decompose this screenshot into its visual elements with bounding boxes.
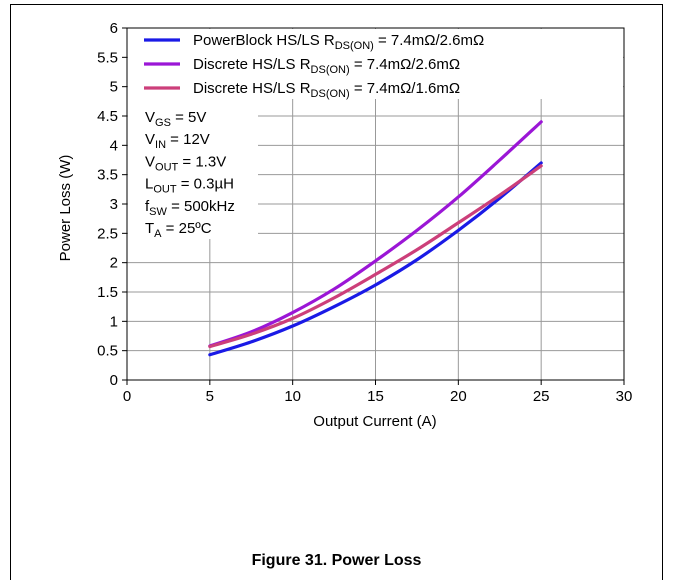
x-tick-label: 15 xyxy=(367,388,384,405)
y-tick-label: 3.5 xyxy=(97,167,118,184)
x-tick-label: 0 xyxy=(123,388,131,405)
y-tick-label: 0 xyxy=(110,372,118,389)
series-line-2 xyxy=(208,120,543,348)
figure-frame xyxy=(10,4,663,580)
y-axis-label: Power Loss (W) xyxy=(57,155,74,262)
x-tick-label: 30 xyxy=(616,388,633,405)
x-tick-label: 25 xyxy=(533,388,550,405)
x-tick-label: 10 xyxy=(284,388,301,405)
y-tick-label: 4 xyxy=(110,137,118,154)
conditions-box-mask xyxy=(128,29,623,239)
legend-background xyxy=(128,29,623,99)
y-tick-label: 4.5 xyxy=(97,108,118,125)
condition-line: VIN = 12V xyxy=(145,131,210,151)
condition-line: VGS = 5V xyxy=(145,109,206,129)
x-axis-label: Output Current (A) xyxy=(313,413,436,430)
legend-entry-3: Discrete HS/LS RDS(ON) = 7.4mΩ/1.6mΩ xyxy=(193,80,460,100)
condition-line: TA = 25ºC xyxy=(145,220,212,240)
condition-line: LOUT = 0.3µH xyxy=(145,176,234,196)
plot-border xyxy=(126,27,625,381)
x-tick-label: 20 xyxy=(450,388,467,405)
condition-line: VOUT = 1.3V xyxy=(145,153,226,173)
axis-layer: 0 5 10 15 20 25 30 0 0.5 1 1.5 2 2.5 3 3.5 4 4.5 5 5.5 6 xyxy=(97,20,632,405)
y-tick-label: 2.5 xyxy=(97,225,118,242)
legend: PowerBlock HS/LS RDS(ON) = 7.4mΩ/2.6mΩ Di… xyxy=(144,32,484,100)
series-line-1 xyxy=(208,161,543,357)
y-tick-label: 1 xyxy=(110,313,118,330)
y-tick-label: 3 xyxy=(110,196,118,213)
y-tick-label: 5.5 xyxy=(97,49,118,66)
series-line-3 xyxy=(208,164,543,349)
figure-caption: Figure 31. Power Loss xyxy=(251,552,422,569)
condition-line: fSW = 500kHz xyxy=(145,198,235,218)
series-layer xyxy=(208,120,543,357)
x-tick-label: 5 xyxy=(206,388,214,405)
y-tick-label: 1.5 xyxy=(97,284,118,301)
legend-entry-1: PowerBlock HS/LS RDS(ON) = 7.4mΩ/2.6mΩ xyxy=(193,32,484,52)
y-tick-label: 2 xyxy=(110,255,118,272)
legend-entry-2: Discrete HS/LS RDS(ON) = 7.4mΩ/2.6mΩ xyxy=(193,56,460,76)
y-tick-label: 6 xyxy=(110,20,118,37)
y-tick-label: 5 xyxy=(110,79,118,96)
conditions-background xyxy=(128,99,258,239)
power-loss-chart: 0 5 10 15 20 25 30 0 0.5 1 1.5 2 2.5 3 3.5 4 4.5 5 5.5 6 Po… xyxy=(57,20,632,430)
y-tick-label: 0.5 xyxy=(97,343,118,360)
